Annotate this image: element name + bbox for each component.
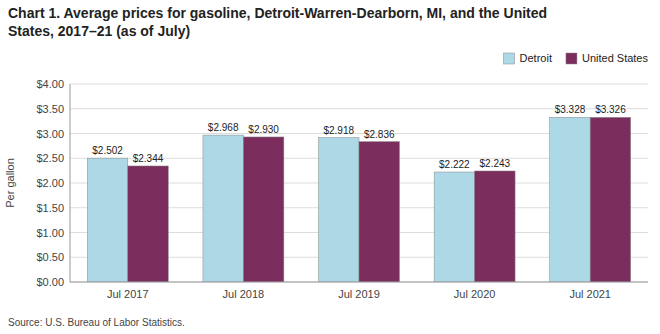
bar [475,171,515,282]
bar [434,172,474,282]
x-axis-line [70,282,648,283]
data-label: $2.222 [439,159,470,170]
data-label: $2.836 [364,129,395,140]
bar [243,137,283,282]
x-tick-label: Jul 2017 [107,288,149,300]
data-labels: $2.502 $2.968 $2.918 $2.222 $3.328 $2.344 $2.9… [92,104,626,170]
bar [590,117,630,282]
y-tick-label: $4.00 [36,78,64,90]
y-tick-label: $1.00 [36,227,64,239]
bar [203,135,243,282]
legend-label: Detroit [520,52,552,64]
data-label: $2.930 [248,124,279,135]
x-tick-label: Jul 2021 [569,288,611,300]
y-tick-label: $1.50 [36,202,64,214]
title: States, 2017–21 (as of July) [8,23,190,39]
bar [87,158,127,282]
y-axis-line [70,84,71,282]
bars [87,117,630,282]
legend-label: United States [582,52,649,64]
bar [550,117,590,282]
data-label: $3.328 [555,104,586,115]
y-tick-label: $2.50 [36,152,64,164]
grid-line [70,84,648,85]
data-label: $2.344 [133,153,164,164]
chart: Chart 1. Average prices for gasoline, De… [0,0,660,334]
y-tick-label: $0.00 [36,276,64,288]
data-label: $3.326 [595,104,626,115]
data-label: $2.968 [208,122,239,133]
y-tick-label: $2.00 [36,177,64,189]
x-tick-label: Jul 2018 [223,288,265,300]
grid [70,84,648,282]
legend-item: Detroit [504,52,552,64]
legend-swatch [504,53,515,64]
data-label: $2.918 [323,125,354,136]
legend: Detroit United States [504,52,649,64]
title: Chart 1. Average prices for gasoline, De… [8,5,547,21]
y-axis-label: Per gallon [4,158,16,208]
data-label: $2.243 [480,158,511,169]
x-tick-label: Jul 2019 [338,288,380,300]
source: Source: U.S. Bureau of Labor Statistics. [8,317,185,328]
y-tick-label: $0.50 [36,251,64,263]
legend-swatch [566,53,577,64]
bar [359,142,399,282]
x-tick-label: Jul 2020 [454,288,496,300]
data-label: $2.502 [92,145,123,156]
y-tick-label: $3.50 [36,103,64,115]
bar [128,166,168,282]
bar [319,138,359,282]
y-tick-label: $3.00 [36,128,64,140]
grid-line [70,282,648,283]
legend-item: United States [566,52,649,64]
